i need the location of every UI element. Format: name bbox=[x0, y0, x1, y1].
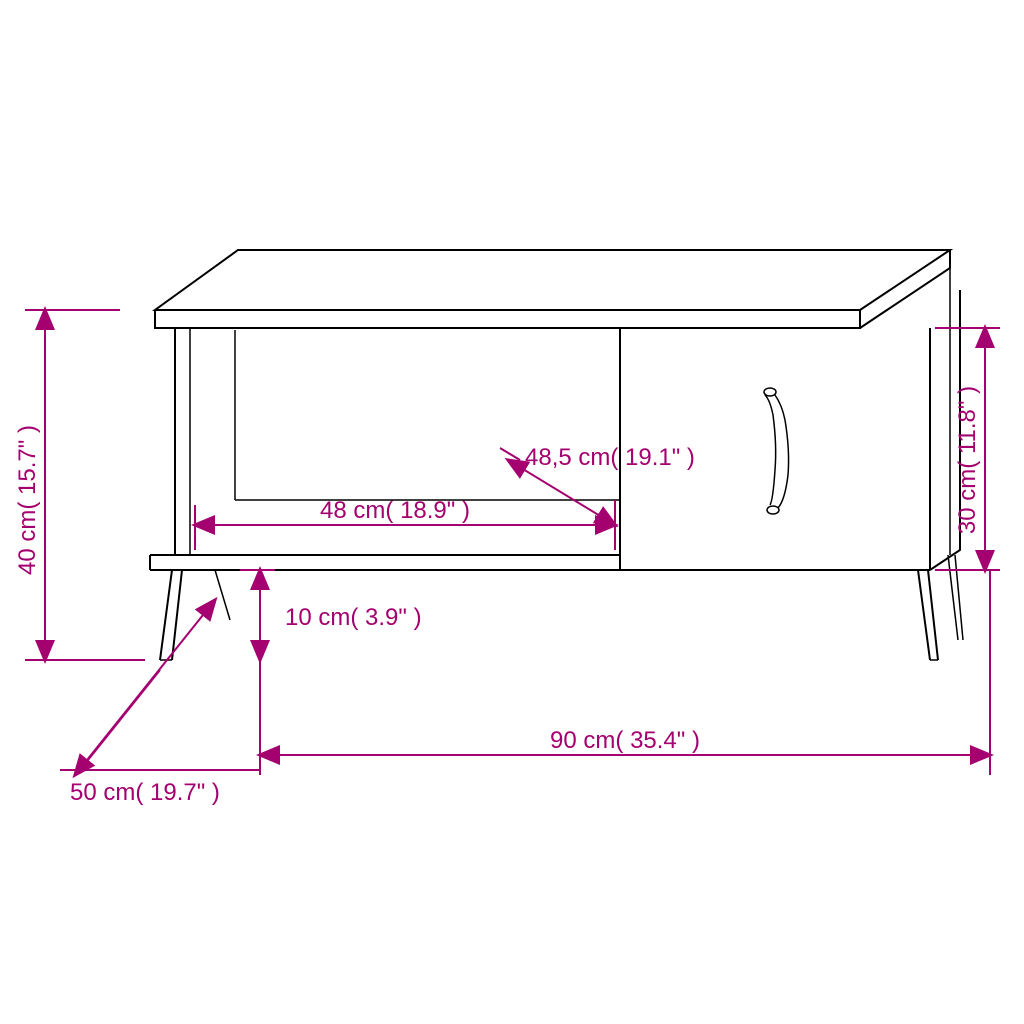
dimension-annotations: 40 cm( 15.7" ) 50 cm( 19.7" ) 90 cm( 35.… bbox=[14, 310, 1000, 806]
dim-height-total-label: 40 cm( 15.7" ) bbox=[14, 425, 41, 575]
dim-shelf-width-label: 48 cm( 18.9" ) bbox=[320, 497, 470, 524]
dim-leg-height: 10 cm( 3.9" ) bbox=[240, 570, 422, 660]
dim-depth: 50 cm( 19.7" ) bbox=[60, 600, 260, 806]
dim-shelf-width: 48 cm( 18.9" ) bbox=[195, 497, 615, 550]
dim-depth-label: 50 cm( 19.7" ) bbox=[70, 779, 220, 806]
door-handle bbox=[764, 388, 789, 514]
dim-door-height: 30 cm( 11.8" ) bbox=[935, 328, 1000, 570]
furniture-dimension-diagram: 40 cm( 15.7" ) 50 cm( 19.7" ) 90 cm( 35.… bbox=[0, 0, 1024, 1024]
dim-shelf-depth-label: 48,5 cm( 19.1" ) bbox=[525, 444, 695, 471]
dim-width-total: 90 cm( 35.4" ) bbox=[260, 570, 990, 775]
dim-width-total-label: 90 cm( 35.4" ) bbox=[550, 727, 700, 754]
dim-shelf-depth: 48,5 cm( 19.1" ) bbox=[500, 444, 695, 525]
dim-door-height-label: 30 cm( 11.8" ) bbox=[954, 386, 981, 534]
dim-height-total: 40 cm( 15.7" ) bbox=[14, 310, 145, 660]
dim-leg-height-label: 10 cm( 3.9" ) bbox=[285, 604, 422, 631]
